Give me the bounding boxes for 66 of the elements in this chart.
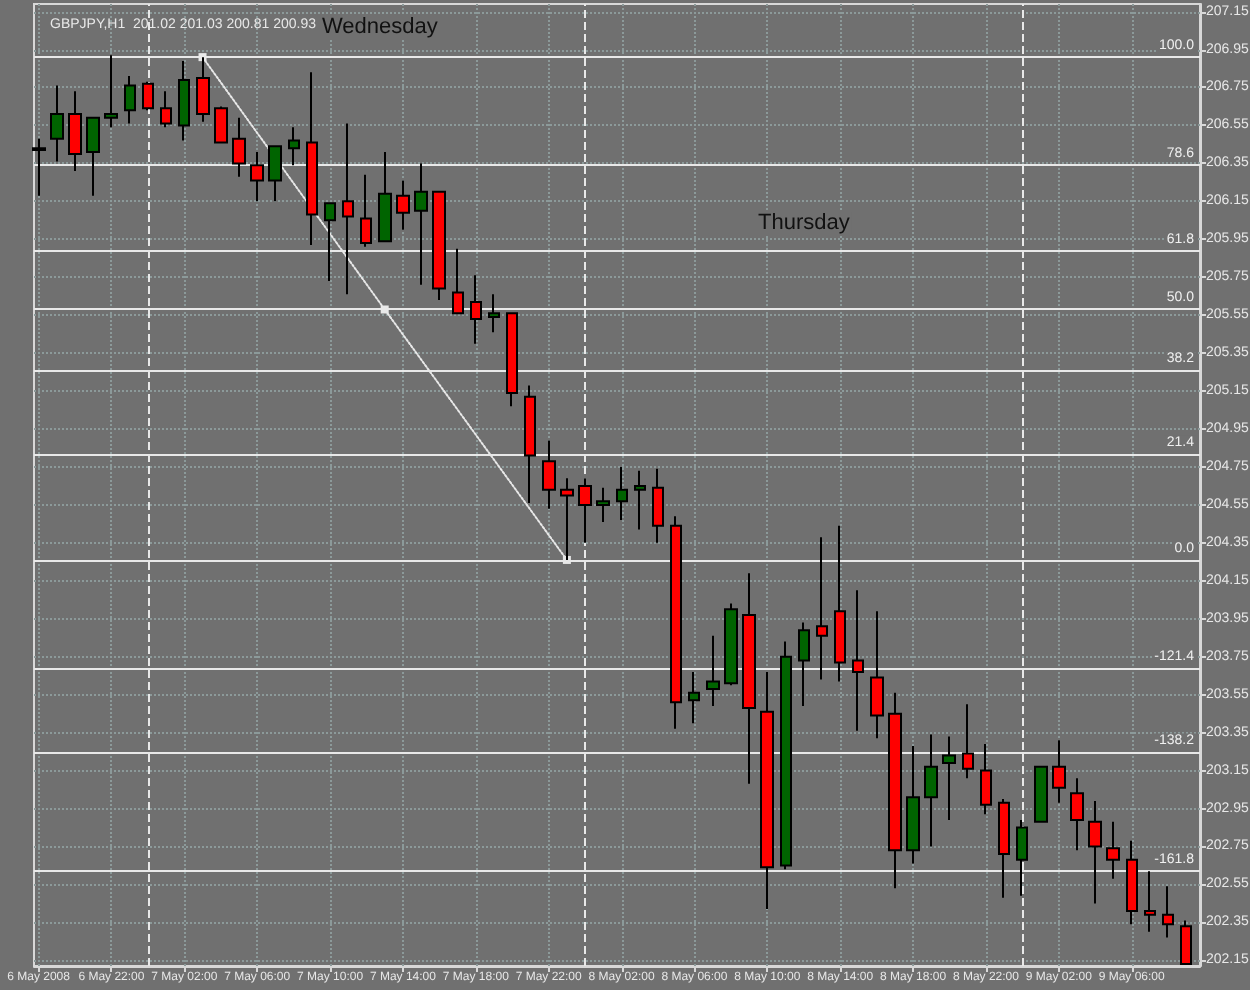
candlestick [542, 439, 556, 510]
candlestick [688, 670, 700, 725]
candlestick [488, 293, 500, 334]
candlestick [616, 465, 628, 522]
candlestick [724, 602, 738, 687]
candlestick [524, 384, 536, 505]
candlestick [596, 486, 610, 523]
candlestick [998, 798, 1010, 899]
candlestick [104, 54, 118, 129]
candlestick [378, 151, 392, 243]
candlestick [86, 116, 100, 197]
candlestick [834, 524, 846, 683]
candlestick [1106, 820, 1120, 880]
candlestick [870, 610, 884, 740]
candlestick [798, 621, 810, 708]
candlestick [942, 735, 956, 821]
candlestick [178, 59, 190, 142]
candlestick [470, 274, 482, 345]
candlestick [962, 703, 974, 780]
candlestick [670, 515, 682, 730]
candlestick [68, 90, 82, 172]
candlestick [396, 179, 410, 231]
candlestick [742, 572, 756, 785]
candlestick [306, 71, 318, 246]
candlestick [1052, 739, 1066, 804]
candlestick [124, 75, 136, 125]
candlestick [288, 126, 300, 167]
candlestick [652, 467, 664, 544]
candlestick [816, 536, 828, 681]
candlestick [906, 744, 920, 865]
candlestick [342, 122, 354, 296]
candlestick [268, 145, 282, 203]
candlestick [1070, 777, 1084, 852]
candlestick [324, 202, 336, 283]
candlestick [888, 691, 902, 890]
candlestick [560, 477, 574, 561]
candlestick [506, 312, 518, 408]
candlestick [706, 634, 720, 708]
candlestick [452, 247, 464, 315]
candlestick [414, 162, 428, 286]
candlestick [980, 743, 992, 816]
candlestick [1180, 919, 1192, 966]
candlestick [760, 670, 774, 911]
candlestick [360, 173, 372, 248]
candlestick [1016, 818, 1028, 897]
candlestick [160, 90, 172, 129]
candlestick [924, 733, 938, 848]
candlestick [142, 80, 154, 112]
candlestick [1034, 765, 1048, 823]
annotation: Thursday [758, 211, 851, 235]
candlestick [432, 190, 446, 301]
candlestick [50, 84, 64, 163]
candlestick [634, 469, 646, 531]
candlestick [578, 477, 592, 544]
annotation: Wednesday [322, 15, 439, 39]
candlestick [250, 151, 264, 203]
candlestick [32, 137, 46, 197]
candlestick [1088, 799, 1102, 905]
candlestick [232, 116, 246, 178]
candlestick [852, 589, 864, 732]
candlestick [1126, 839, 1138, 926]
candlestick [1144, 870, 1156, 933]
candlestick [780, 640, 792, 871]
candlestick [1162, 885, 1174, 939]
candlestick [214, 105, 228, 144]
candlestick [196, 56, 210, 123]
